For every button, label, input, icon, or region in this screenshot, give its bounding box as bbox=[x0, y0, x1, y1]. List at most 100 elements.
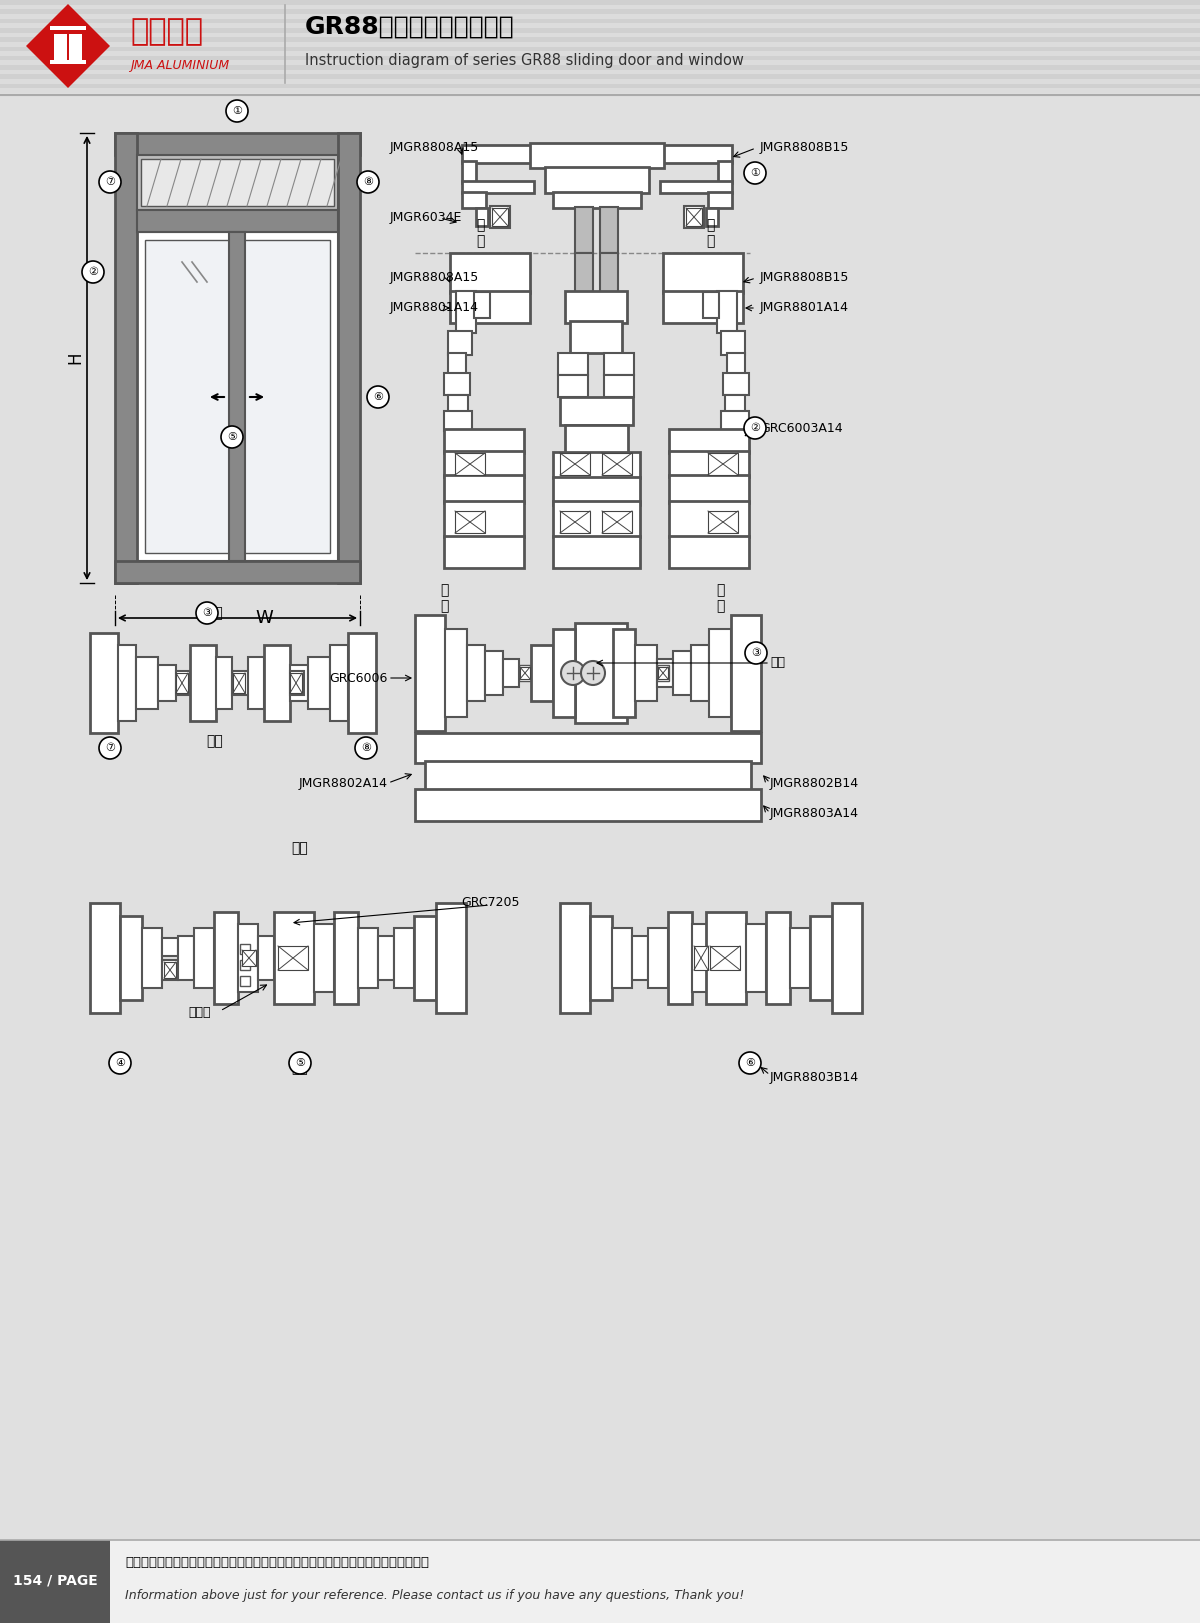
Bar bbox=[334, 912, 358, 1005]
Bar bbox=[0, 88, 1200, 93]
Bar bbox=[142, 159, 334, 206]
Text: ⑤: ⑤ bbox=[295, 1058, 305, 1068]
Bar bbox=[444, 411, 472, 432]
Bar bbox=[290, 670, 304, 695]
Bar bbox=[120, 915, 142, 1000]
Bar bbox=[718, 161, 732, 183]
Bar bbox=[0, 60, 1200, 65]
Bar bbox=[602, 511, 632, 532]
Bar bbox=[0, 18, 1200, 23]
Bar bbox=[0, 1540, 110, 1623]
Bar bbox=[725, 394, 745, 412]
Circle shape bbox=[226, 101, 248, 122]
Bar bbox=[670, 536, 749, 568]
Bar bbox=[444, 476, 524, 503]
Bar bbox=[90, 633, 118, 734]
Bar bbox=[553, 451, 640, 479]
Bar bbox=[115, 133, 137, 583]
Bar bbox=[330, 644, 348, 721]
Bar bbox=[718, 291, 737, 333]
Circle shape bbox=[82, 261, 104, 282]
Text: ④: ④ bbox=[115, 1058, 125, 1068]
Circle shape bbox=[289, 1052, 311, 1074]
Bar bbox=[240, 975, 250, 987]
Bar bbox=[604, 352, 634, 375]
Text: GRC7205: GRC7205 bbox=[461, 896, 520, 909]
Circle shape bbox=[221, 425, 242, 448]
Text: GR88系列推拉门窗结构图: GR88系列推拉门窗结构图 bbox=[305, 15, 515, 39]
Bar bbox=[590, 915, 612, 1000]
Bar bbox=[474, 292, 490, 318]
Text: ②: ② bbox=[88, 268, 98, 278]
Bar bbox=[414, 915, 436, 1000]
Bar bbox=[832, 902, 862, 1013]
Bar bbox=[348, 633, 376, 734]
Bar bbox=[248, 657, 264, 709]
Text: 室
内: 室 内 bbox=[476, 217, 484, 248]
Bar bbox=[258, 936, 274, 980]
Bar bbox=[660, 182, 732, 193]
Bar bbox=[721, 331, 745, 355]
Bar bbox=[240, 945, 250, 954]
Bar bbox=[0, 75, 1200, 80]
Bar bbox=[0, 52, 1200, 55]
Bar bbox=[708, 192, 732, 208]
Bar bbox=[274, 912, 314, 1005]
Bar bbox=[668, 912, 692, 1005]
Bar bbox=[264, 644, 290, 721]
Bar bbox=[520, 667, 530, 678]
Bar bbox=[0, 80, 1200, 84]
Bar bbox=[194, 928, 214, 988]
Bar bbox=[448, 352, 466, 375]
Text: JMGR8802A14: JMGR8802A14 bbox=[299, 776, 388, 789]
Circle shape bbox=[739, 1052, 761, 1074]
Circle shape bbox=[358, 170, 379, 193]
Bar bbox=[229, 232, 245, 562]
Text: ①: ① bbox=[232, 105, 242, 115]
Bar bbox=[565, 291, 628, 323]
Bar bbox=[233, 674, 245, 693]
Bar bbox=[136, 657, 158, 709]
Text: JMA ALUMINIUM: JMA ALUMINIUM bbox=[130, 58, 229, 71]
Bar bbox=[0, 70, 1200, 75]
Bar bbox=[338, 133, 360, 583]
Bar bbox=[553, 630, 575, 717]
Bar bbox=[176, 670, 190, 695]
Text: JMGR8808B15: JMGR8808B15 bbox=[760, 271, 850, 284]
Bar bbox=[0, 23, 1200, 28]
Bar bbox=[415, 789, 761, 821]
Bar bbox=[0, 65, 1200, 70]
Bar bbox=[142, 928, 162, 988]
Text: 室
内: 室 内 bbox=[440, 583, 448, 613]
Text: Instruction diagram of series GR88 sliding door and window: Instruction diagram of series GR88 slidi… bbox=[305, 54, 744, 68]
Bar bbox=[462, 161, 476, 183]
Bar bbox=[530, 143, 664, 169]
Bar bbox=[445, 630, 467, 717]
Bar bbox=[490, 206, 510, 227]
Bar bbox=[444, 502, 524, 537]
Circle shape bbox=[562, 661, 586, 685]
Bar bbox=[455, 453, 485, 476]
Polygon shape bbox=[26, 3, 110, 88]
Bar bbox=[670, 451, 749, 477]
Bar bbox=[214, 912, 238, 1005]
Text: GRC6006: GRC6006 bbox=[330, 672, 388, 685]
Bar bbox=[164, 962, 176, 979]
Bar bbox=[137, 156, 338, 209]
Bar bbox=[0, 42, 1200, 47]
Bar bbox=[137, 232, 238, 562]
Text: 图中所示型材截面、装配、编号、尺寸及重量仅供参考。如有疑问，请向本公司查询。: 图中所示型材截面、装配、编号、尺寸及重量仅供参考。如有疑问，请向本公司查询。 bbox=[125, 1556, 430, 1569]
Bar bbox=[444, 451, 524, 477]
Bar bbox=[613, 630, 635, 717]
Bar bbox=[558, 375, 588, 398]
Bar bbox=[658, 659, 673, 687]
Bar bbox=[670, 476, 749, 503]
Circle shape bbox=[98, 170, 121, 193]
Text: JMGR6034E: JMGR6034E bbox=[390, 211, 462, 224]
Bar bbox=[162, 938, 178, 956]
Bar bbox=[560, 511, 590, 532]
Bar bbox=[137, 209, 338, 232]
Bar bbox=[560, 398, 634, 425]
Bar bbox=[115, 133, 360, 156]
Bar bbox=[694, 946, 708, 971]
